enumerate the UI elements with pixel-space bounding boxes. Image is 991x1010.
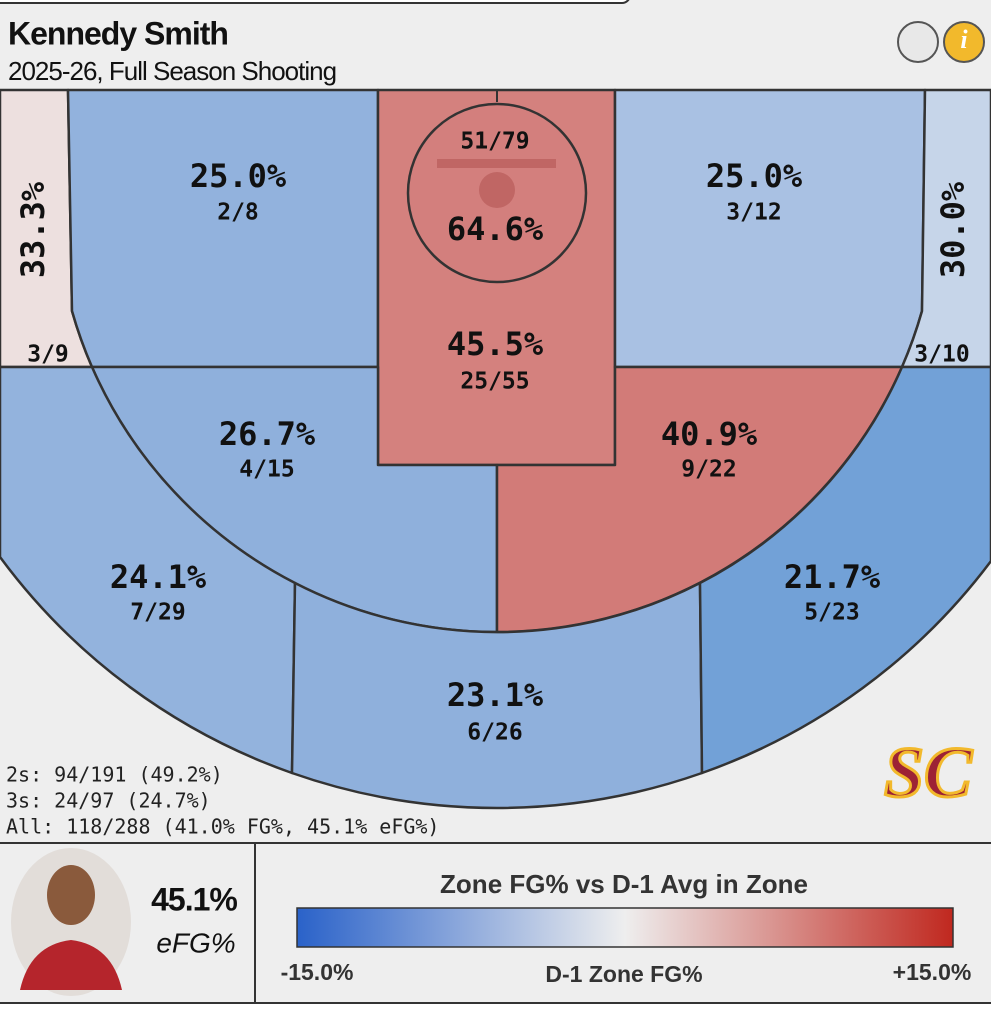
player-photo-face	[47, 865, 95, 925]
zone-made-att: 4/15	[239, 457, 294, 483]
zone-made-att: 6/26	[467, 720, 522, 746]
legend-max: +15.0%	[893, 959, 972, 985]
player-photo-jersey	[20, 940, 122, 990]
summary-line: All: 118/288 (41.0% FG%, 45.1% eFG%)	[6, 815, 439, 839]
summary-line: 2s: 94/191 (49.2%)	[6, 763, 223, 787]
zone-pct: 64.6%	[447, 210, 544, 248]
zone-pct: 33.3%	[14, 181, 52, 278]
rim	[479, 172, 515, 208]
zone-pct: 21.7%	[784, 558, 881, 596]
zone-pct: 26.7%	[219, 415, 316, 453]
team-logo: SC	[884, 733, 973, 813]
legend-title: Zone FG% vs D-1 Avg in Zone	[440, 869, 808, 899]
zone-pct: 30.0%	[934, 181, 972, 278]
top-tab	[0, 0, 630, 4]
toggle-button[interactable]	[897, 21, 939, 63]
zone-pct: 45.5%	[447, 325, 544, 363]
zone	[698, 365, 991, 775]
court	[0, 88, 991, 810]
zone-pct: 23.1%	[447, 676, 544, 714]
zone-made-att: 7/29	[130, 600, 185, 626]
zone-made-att: 3/10	[914, 342, 969, 368]
zone-pct: 25.0%	[190, 157, 287, 195]
legend-center: D-1 Zone FG%	[545, 961, 702, 987]
zone-made-att: 5/23	[804, 600, 859, 626]
zone-made-att: 9/22	[681, 457, 736, 483]
legend-min: -15.0%	[281, 959, 354, 985]
zone-pct: 24.1%	[110, 558, 207, 596]
summary-line: 3s: 24/97 (24.7%)	[6, 789, 211, 813]
zone-made-att: 51/79	[460, 129, 529, 155]
zone-made-att: 25/55	[460, 369, 529, 395]
legend-gradient	[296, 907, 954, 948]
zone	[900, 88, 991, 369]
zone-pct: 25.0%	[706, 157, 803, 195]
info-button[interactable]	[943, 21, 985, 63]
title: Kennedy Smith	[8, 15, 228, 51]
zone	[613, 88, 927, 369]
efg-label: eFG%	[156, 927, 235, 958]
zone-made-att: 3/9	[27, 342, 69, 368]
zone-made-att: 3/12	[726, 200, 781, 226]
info-icon: i	[960, 25, 968, 54]
efg-value: 45.1%	[151, 881, 237, 917]
zone-pct: 40.9%	[661, 415, 758, 453]
subtitle: 2025-26, Full Season Shooting	[8, 56, 336, 86]
zone-made-att: 2/8	[217, 200, 259, 226]
backboard	[437, 159, 556, 168]
zone	[66, 88, 380, 369]
zone-labels: 33.3% 3/9 25.0% 2/8 64.6% 51/79 45.5% 25/55 25.0…	[14, 129, 972, 746]
